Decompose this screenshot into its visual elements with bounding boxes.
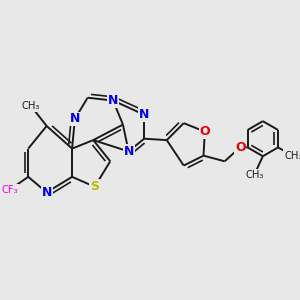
Text: N: N <box>41 186 52 199</box>
Text: N: N <box>139 108 149 121</box>
Text: S: S <box>90 180 99 193</box>
Text: N: N <box>108 94 118 107</box>
Text: O: O <box>200 125 210 138</box>
Text: CH₃: CH₃ <box>245 169 263 180</box>
Text: CH₃: CH₃ <box>22 101 40 111</box>
Text: O: O <box>235 141 245 154</box>
Text: CF₃: CF₃ <box>2 184 18 195</box>
Text: N: N <box>70 112 80 125</box>
Text: N: N <box>123 145 134 158</box>
Text: CH₃: CH₃ <box>284 151 300 161</box>
